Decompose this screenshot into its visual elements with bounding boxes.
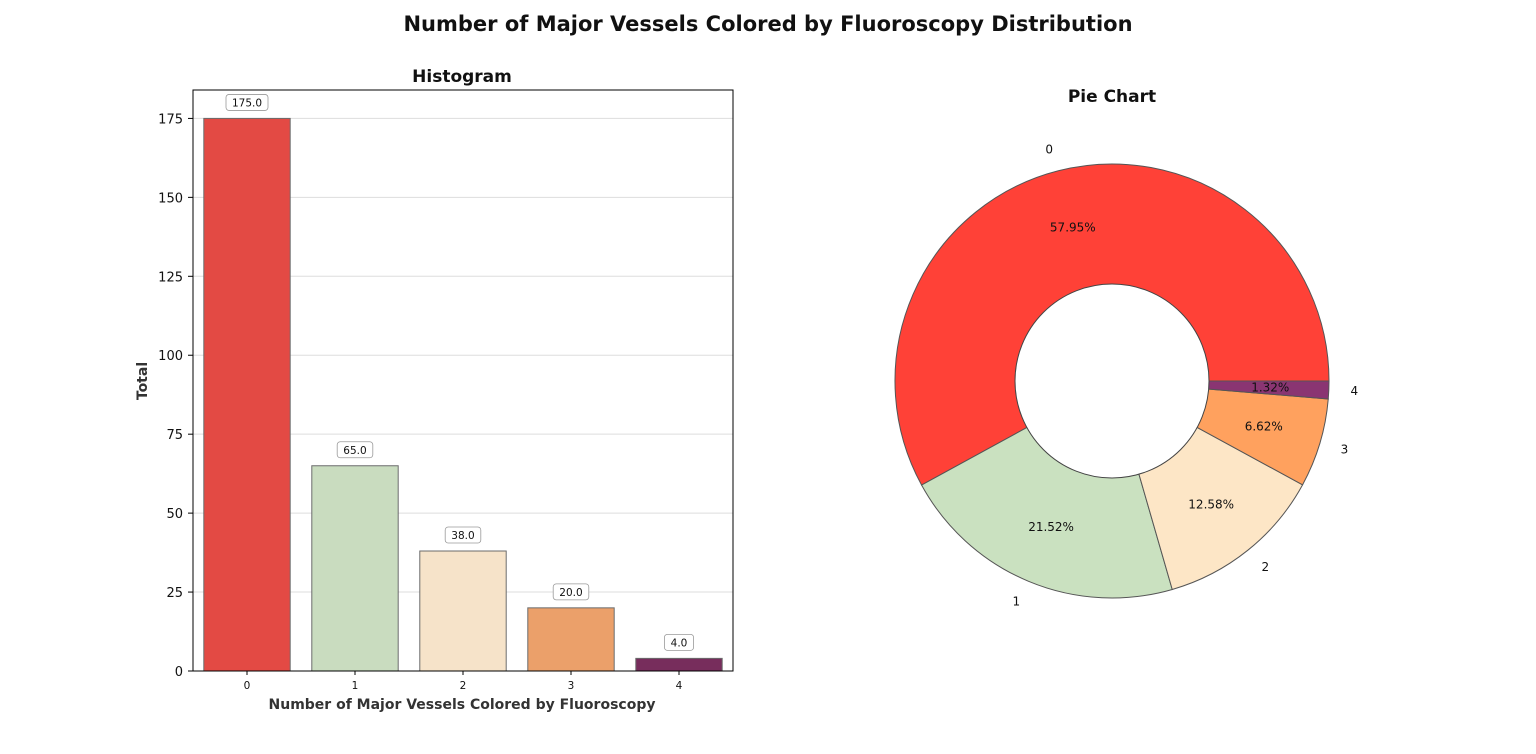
pie-percent-label: 6.62% — [1245, 419, 1283, 433]
pie-chart: Pie Chart 57.95% 0 21.52% 1 12.58% 2 6.62% 3 1.3… — [894, 87, 1359, 609]
pie-percent-label: 57.95% — [1050, 221, 1096, 235]
x-tick-label: 0 — [244, 680, 251, 692]
donut-hole — [1014, 283, 1210, 479]
y-tick-label: 0 — [175, 665, 183, 680]
data-label-box — [225, 94, 269, 111]
y-tick-label: 125 — [158, 270, 183, 285]
bar-3 — [527, 607, 615, 672]
bar-data-label: 38.0 — [444, 526, 482, 544]
y-tick-label: 175 — [158, 112, 183, 127]
data-label-text: 175.0 — [232, 97, 262, 109]
bar-1 — [311, 465, 399, 672]
x-tick-label: 3 — [568, 680, 575, 692]
data-label-text: 4.0 — [671, 637, 688, 649]
x-tick-label: 1 — [352, 680, 359, 692]
histogram-x-ticks: 0 1 2 3 4 — [244, 671, 683, 692]
y-tick-label: 50 — [166, 507, 183, 522]
pie-percent-label: 1.32% — [1251, 381, 1289, 395]
pie-category-label: 3 — [1341, 442, 1349, 456]
pie-category-label: 0 — [1045, 143, 1053, 157]
pie-category-label: 2 — [1261, 560, 1269, 574]
bar-4 — [635, 657, 723, 672]
pie-labels: 57.95% 0 21.52% 1 12.58% 2 6.62% 3 1.32% 4 — [1013, 143, 1359, 609]
data-label-text: 38.0 — [451, 530, 474, 542]
bar-data-label: 175.0 — [225, 94, 269, 111]
histogram-y-ticks: 0 25 50 75 100 125 150 175 — [158, 112, 193, 680]
histogram-bars — [203, 117, 723, 672]
data-label-box — [664, 633, 695, 651]
pie-percent-label: 21.52% — [1028, 520, 1074, 534]
bar-data-label: 4.0 — [664, 633, 695, 651]
histogram-x-axis-label: Number of Major Vessels Colored by Fluor… — [269, 697, 656, 713]
pie-category-label: 1 — [1013, 594, 1021, 608]
pie-title: Pie Chart — [1068, 87, 1156, 107]
pie-category-label: 4 — [1350, 384, 1358, 398]
bar-data-label: 65.0 — [336, 441, 374, 459]
histogram-chart: Histogram 175.065.038.020.04.0 025507510… — [135, 67, 734, 713]
bar-0 — [203, 117, 291, 672]
pie-percent-label: 12.58% — [1188, 498, 1234, 512]
histogram-y-axis-label: Total — [135, 362, 151, 400]
data-label-text: 20.0 — [559, 587, 582, 599]
bar-2 — [419, 550, 507, 672]
x-tick-label: 2 — [460, 680, 467, 692]
x-tick-label: 4 — [676, 680, 683, 692]
data-label-box — [552, 583, 590, 601]
histogram-title: Histogram — [412, 67, 512, 87]
data-label-text: 65.0 — [343, 445, 366, 457]
y-tick-label: 75 — [166, 428, 183, 443]
histogram-data-labels: 175.0 65.0 38.0 20.0 4.0 — [225, 94, 695, 651]
y-tick-label: 100 — [158, 349, 183, 364]
y-tick-label: 150 — [158, 191, 183, 206]
y-tick-label: 25 — [166, 586, 183, 601]
bar-data-label: 20.0 — [552, 583, 590, 601]
data-label-box — [336, 441, 374, 459]
data-label-box — [444, 526, 482, 544]
figure-title: Number of Major Vessels Colored by Fluor… — [403, 12, 1132, 36]
